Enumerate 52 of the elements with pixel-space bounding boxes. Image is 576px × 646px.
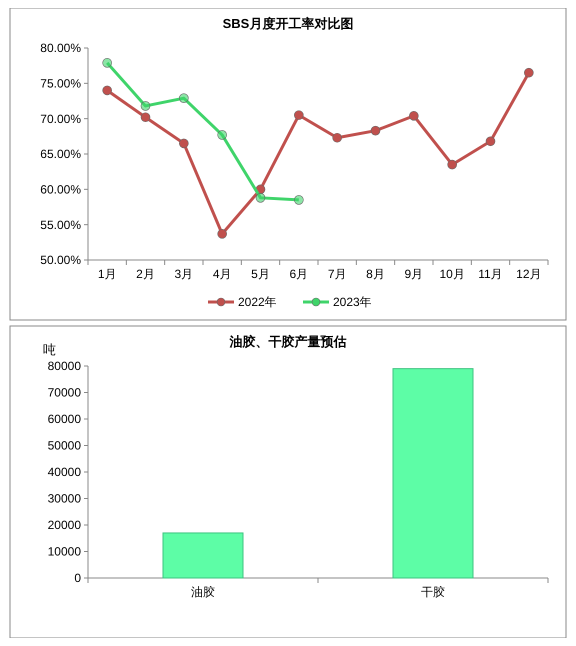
y-tick-label: 75.00% [40, 76, 82, 91]
y-tick-label: 40000 [48, 465, 82, 480]
y-tick-label: 70000 [48, 386, 82, 400]
point [370, 126, 380, 136]
point [179, 138, 189, 148]
x-tick-label: 10月 [439, 267, 465, 281]
x-tick-label: 7月 [328, 267, 347, 281]
x-tick-label: 6月 [289, 267, 308, 281]
point [140, 101, 150, 111]
x-tick-label: 9月 [404, 267, 424, 281]
point [102, 58, 112, 68]
y-tick-label: 60.00% [40, 182, 82, 197]
point [447, 160, 457, 170]
x-tick-label: 4月 [212, 267, 232, 281]
point [217, 229, 227, 239]
x-tick-label: 8月 [366, 267, 385, 281]
y-tick-label: 30000 [48, 492, 82, 506]
y-tick-label: 10000 [48, 544, 82, 559]
y-tick-label: 50.00% [40, 253, 82, 268]
chart-title: SBS月度开工率对比图 [222, 16, 354, 31]
point [332, 132, 342, 143]
legend-label: 2022年 [238, 295, 277, 310]
y-tick-label: 20000 [48, 518, 82, 532]
x-tick-label: 1月 [98, 267, 117, 281]
point [486, 136, 496, 146]
point [524, 68, 534, 78]
point [294, 110, 304, 120]
point [140, 112, 150, 122]
y-tick-label: 65.00% [40, 147, 82, 162]
legend-label: 2023年 [333, 295, 372, 310]
point [102, 86, 112, 96]
x-tick-label: 油胶 [191, 585, 215, 599]
y-tick-label: 0 [74, 571, 82, 586]
y-tick-label: 55.00% [40, 218, 82, 232]
point [256, 193, 266, 203]
x-tick-label: 5月 [251, 267, 270, 281]
y-tick-label: 70.00% [40, 112, 82, 126]
y-tick-label: 50000 [48, 438, 82, 453]
point [294, 195, 304, 205]
y-tick-label: 80.00% [40, 41, 82, 56]
y-tick-label: 80000 [48, 359, 82, 374]
point [409, 111, 419, 121]
x-tick-label: 3月 [174, 267, 194, 281]
x-tick-label: 干胶 [421, 585, 445, 599]
x-tick-label: 12月 [516, 267, 542, 281]
y-tick-label: 60000 [48, 412, 82, 426]
chart-title: 油胶、干胶产量预估 [228, 334, 346, 349]
y-axis-title: 吨 [43, 342, 56, 357]
x-tick-label: 11月 [478, 267, 503, 281]
x-tick-label: 2月 [136, 267, 155, 281]
point [217, 130, 227, 140]
point [179, 93, 189, 103]
